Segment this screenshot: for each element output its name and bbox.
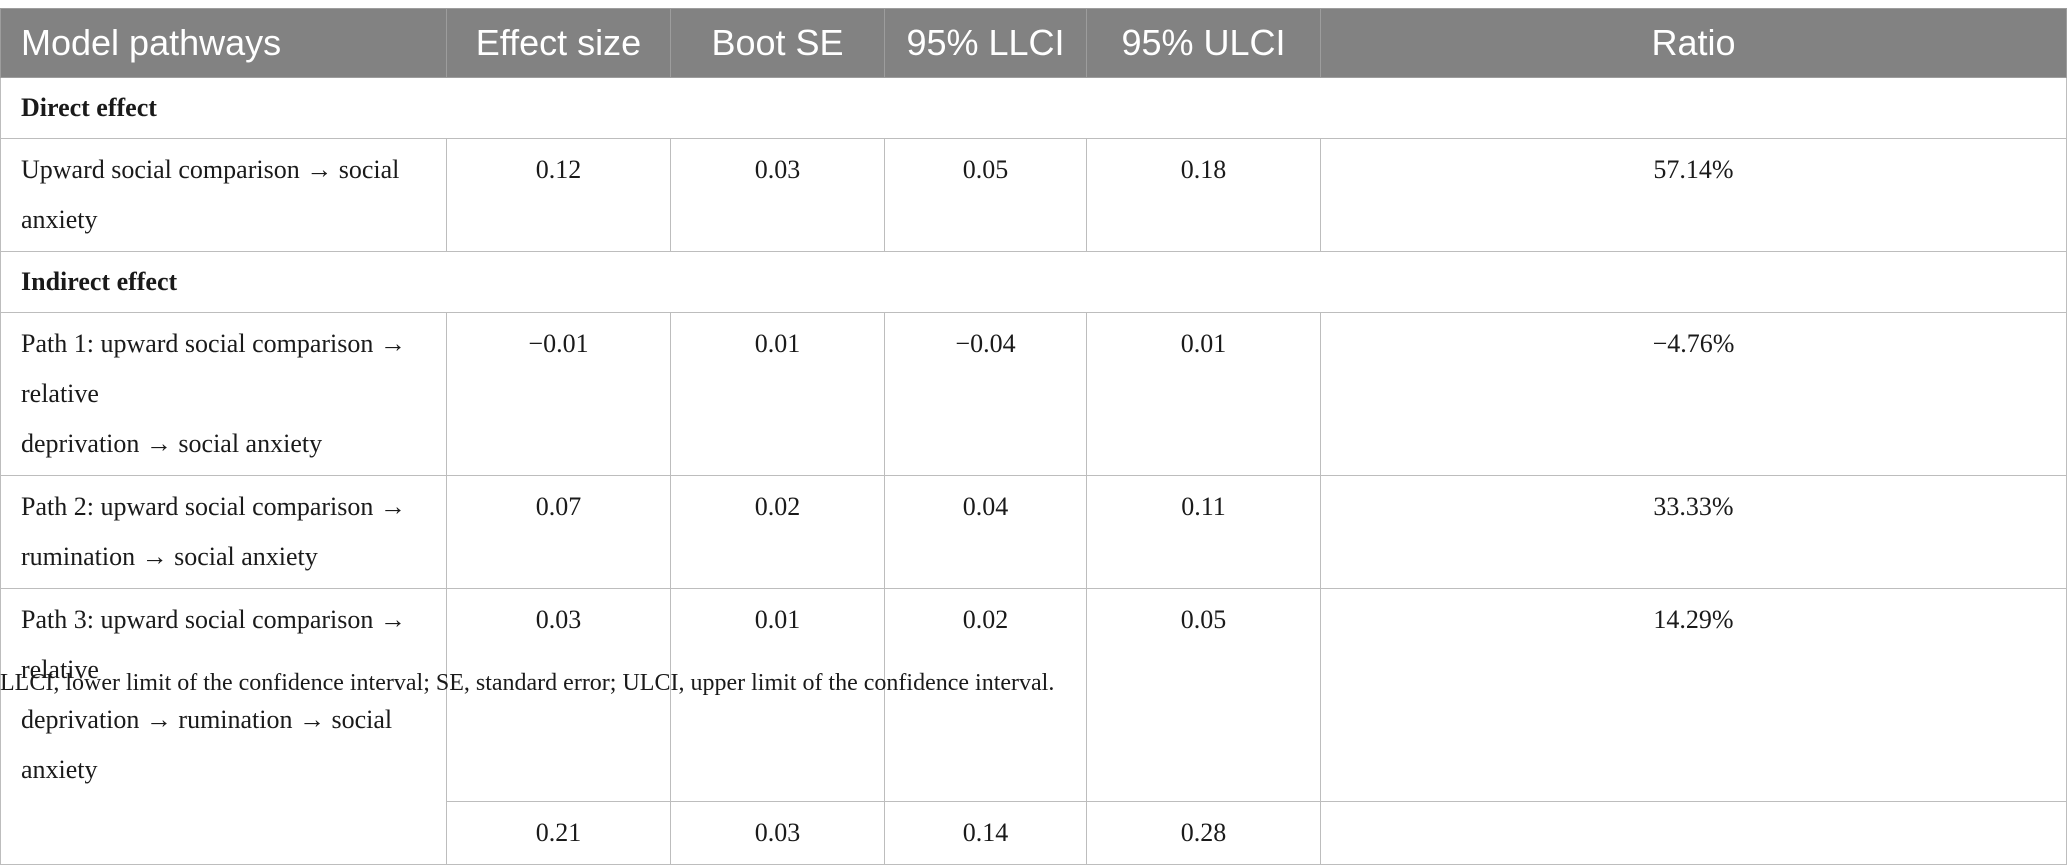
llci-cell: 0.14 — [884, 800, 1087, 865]
effect-size-cell: 0.07 — [446, 475, 671, 589]
column-header-ulci: 95% ULCI — [1086, 8, 1321, 78]
column-header-boot-se: Boot SE — [670, 8, 885, 78]
table-footnote: LLCI, lower limit of the confidence inte… — [0, 670, 1055, 696]
column-header-effect-size: Effect size — [446, 8, 671, 78]
column-header-llci: 95% LLCI — [884, 8, 1087, 78]
ratio-cell — [1320, 800, 2067, 865]
effect-size-cell: 0.12 — [446, 138, 671, 252]
llci-cell: 0.04 — [884, 475, 1087, 589]
effect-size-cell: −0.01 — [446, 312, 671, 476]
pathway-cell-empty — [0, 801, 447, 865]
section-label-direct-effect: Direct effect — [0, 77, 2067, 139]
column-header-ratio: Ratio — [1320, 8, 2067, 78]
table-row-total-indirect: 0.21 0.03 0.14 0.28 — [0, 800, 2067, 865]
pathway-line: deprivation → rumination → social anxiet… — [21, 705, 393, 784]
llci-cell: 0.05 — [884, 138, 1087, 252]
column-header-model-pathways: Model pathways — [0, 8, 447, 78]
effect-size-cell: 0.21 — [446, 800, 671, 865]
pathway-line: Path 1: upward social comparison → relat… — [21, 329, 406, 408]
boot-se-cell: 0.03 — [670, 800, 885, 865]
pathway-line: rumination → social anxiety — [21, 542, 318, 571]
section-row-direct-effect: Direct effect — [0, 77, 2067, 139]
boot-se-cell: 0.03 — [670, 138, 885, 252]
table-header-row: Model pathways Effect size Boot SE 95% L… — [0, 8, 2067, 78]
ulci-cell: 0.28 — [1086, 800, 1321, 865]
ulci-cell: 0.01 — [1086, 312, 1321, 476]
pathway-cell: Path 2: upward social comparison → rumina… — [0, 475, 447, 589]
pathway-cell: Path 1: upward social comparison → relat… — [0, 312, 447, 476]
section-label-indirect-effect: Indirect effect — [0, 251, 2067, 313]
ulci-cell: 0.18 — [1086, 138, 1321, 252]
table-row-path1: Path 1: upward social comparison → relat… — [0, 312, 2067, 476]
boot-se-cell: 0.02 — [670, 475, 885, 589]
ulci-cell: 0.05 — [1086, 588, 1321, 802]
boot-se-cell: 0.01 — [670, 312, 885, 476]
mediation-effects-table: Model pathways Effect size Boot SE 95% L… — [0, 8, 2067, 865]
ratio-cell: 57.14% — [1320, 138, 2067, 252]
pathway-line: Path 3: upward social comparison → relat… — [21, 605, 406, 684]
pathway-cell: Upward social comparison → social anxiet… — [0, 138, 447, 252]
section-row-indirect-effect: Indirect effect — [0, 251, 2067, 313]
ratio-cell: 33.33% — [1320, 475, 2067, 589]
table-row-path2: Path 2: upward social comparison → rumina… — [0, 475, 2067, 589]
ulci-cell: 0.11 — [1086, 475, 1321, 589]
llci-cell: −0.04 — [884, 312, 1087, 476]
table-row-direct: Upward social comparison → social anxiet… — [0, 138, 2067, 252]
pathway-line: deprivation → social anxiety — [21, 429, 323, 458]
ratio-cell: 14.29% — [1320, 588, 2067, 802]
ratio-cell: −4.76% — [1320, 312, 2067, 476]
pathway-line: Path 2: upward social comparison → — [21, 492, 406, 521]
